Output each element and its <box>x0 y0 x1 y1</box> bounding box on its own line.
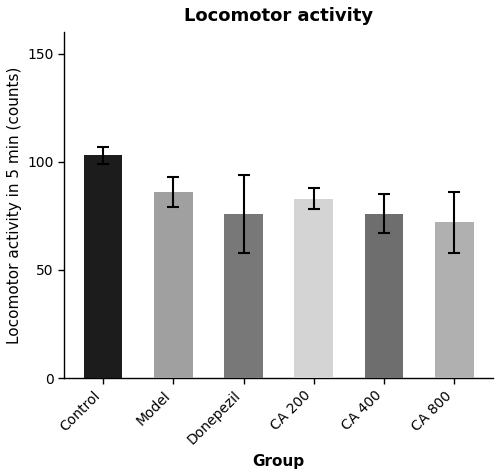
X-axis label: Group: Group <box>252 454 304 469</box>
Title: Locomotor activity: Locomotor activity <box>184 7 373 25</box>
Bar <box>224 214 263 378</box>
Bar <box>435 222 474 378</box>
Bar <box>154 192 192 378</box>
Y-axis label: Locomotor activity in 5 min (counts): Locomotor activity in 5 min (counts) <box>7 66 22 344</box>
Bar <box>364 214 404 378</box>
Bar <box>84 155 122 378</box>
Bar <box>294 198 333 378</box>
